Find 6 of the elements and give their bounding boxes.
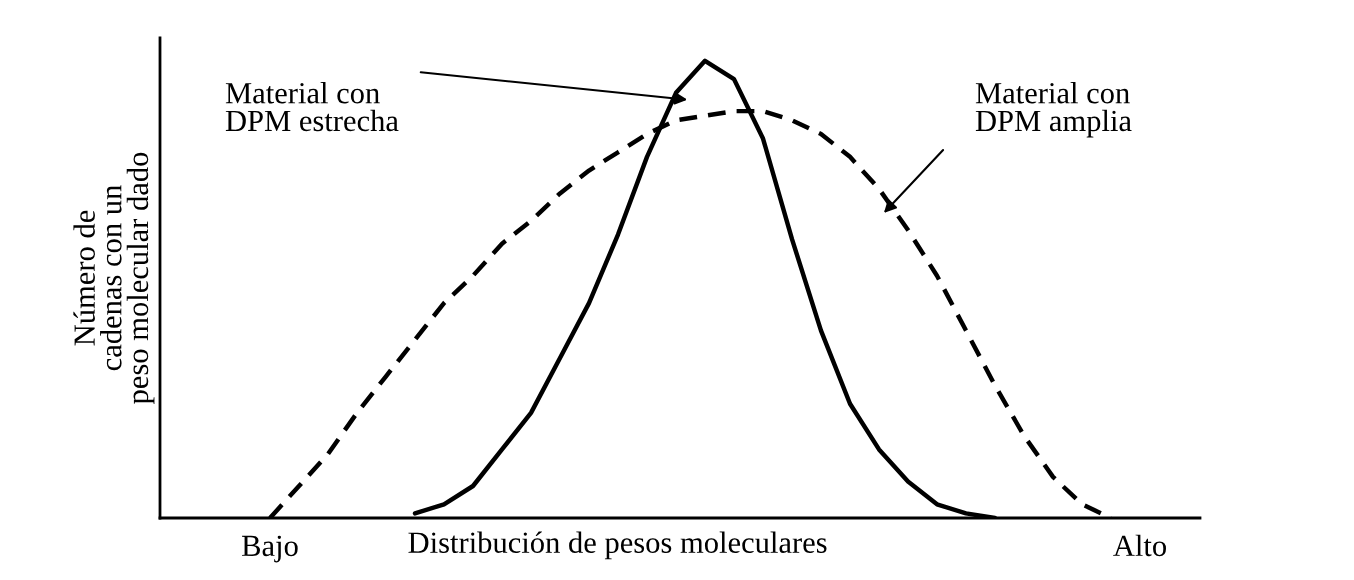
annotation: Material con DPM amplia bbox=[975, 82, 1132, 138]
x-axis-title: Distribución de pesos moleculares bbox=[408, 531, 827, 560]
y-axis-title: Número de cadenas con un peso molecular dado bbox=[73, 152, 155, 404]
x-tick-label: Bajo bbox=[242, 535, 298, 563]
x-tick-label: Alto bbox=[1113, 534, 1166, 557]
annotation: Material con DPM estrecha bbox=[225, 82, 399, 132]
